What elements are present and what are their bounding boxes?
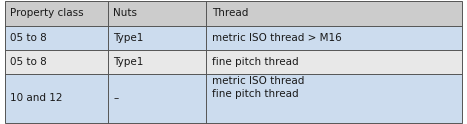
Text: Type1: Type1 — [113, 57, 144, 67]
Bar — [5, 74, 107, 123]
Text: 05 to 8: 05 to 8 — [10, 57, 47, 67]
Text: metric ISO thread > M16: metric ISO thread > M16 — [212, 33, 341, 43]
Bar — [107, 50, 206, 74]
Text: 10 and 12: 10 and 12 — [10, 93, 63, 103]
Bar — [206, 26, 462, 50]
Text: 05 to 8: 05 to 8 — [10, 33, 47, 43]
Bar — [5, 50, 107, 74]
Text: Type1: Type1 — [113, 33, 144, 43]
Text: metric ISO thread
fine pitch thread: metric ISO thread fine pitch thread — [212, 76, 304, 99]
Bar — [107, 1, 206, 26]
Text: –: – — [113, 93, 119, 103]
Bar — [5, 1, 107, 26]
Bar — [5, 26, 107, 50]
Bar — [206, 50, 462, 74]
Bar — [107, 74, 206, 123]
Text: Property class: Property class — [10, 8, 84, 18]
Text: Thread: Thread — [212, 8, 248, 18]
Bar — [206, 74, 462, 123]
Bar — [107, 26, 206, 50]
Text: fine pitch thread: fine pitch thread — [212, 57, 298, 67]
Bar — [206, 1, 462, 26]
Text: Nuts: Nuts — [113, 8, 137, 18]
